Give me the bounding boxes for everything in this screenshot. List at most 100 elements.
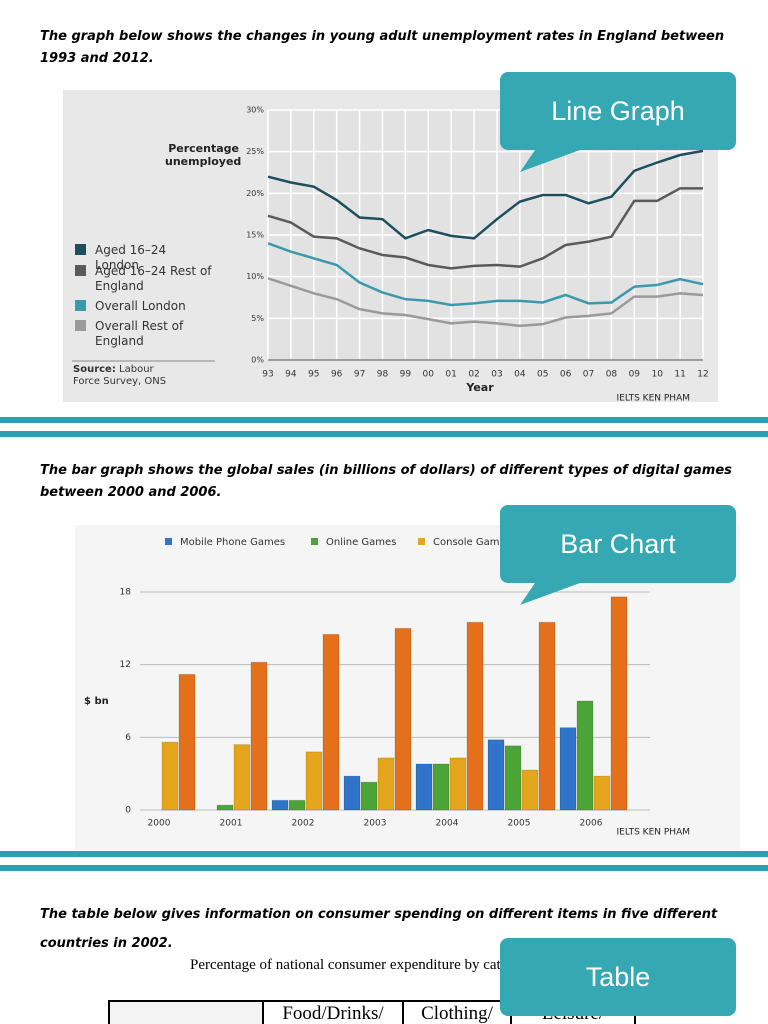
section-text: The table below gives information on con…: [40, 907, 718, 951]
callout: Bar Chart: [500, 505, 736, 583]
x-tick-label: 05: [537, 370, 548, 380]
legend-swatch: [75, 265, 86, 276]
separator: [0, 431, 768, 437]
bar: [250, 661, 268, 811]
legend-label: Console Games: [433, 537, 511, 548]
legend-label: Aged 16–24 London: [95, 243, 167, 272]
bar: [161, 741, 179, 811]
bar: [233, 744, 251, 811]
legend-swatch: [418, 538, 425, 545]
y-tick-label: 30%: [246, 106, 264, 115]
legend-label: Aged 16–24 Rest of England: [95, 264, 212, 293]
table-header: Clothing/: [402, 1000, 512, 1024]
x-tick-label: 02: [468, 370, 479, 380]
bar: [394, 627, 412, 811]
y-tick-label: 18: [120, 588, 132, 598]
y-tick-label: 0%: [251, 356, 264, 365]
legend-swatch: [75, 300, 86, 311]
x-tick-label: 99: [400, 370, 412, 380]
x-tick-label: 08: [606, 370, 618, 380]
x-tick-label: 12: [697, 370, 708, 380]
x-tick-label: 10: [651, 370, 663, 380]
legend-label: Mobile Phone Games: [180, 537, 285, 548]
callout: Table: [500, 938, 736, 1016]
x-tick-label: 04: [514, 370, 526, 380]
x-tick-label: 95: [308, 370, 319, 380]
bar: [466, 621, 484, 811]
y-tick-label: 15%: [246, 231, 264, 240]
bar: [610, 596, 628, 811]
table-cell: [108, 1000, 264, 1024]
callout: Line Graph: [500, 72, 736, 150]
bar: [504, 745, 522, 811]
separator: [0, 417, 768, 423]
x-tick-label: 93: [262, 370, 273, 380]
line-series: [267, 187, 703, 270]
x-tick-label: 07: [583, 370, 594, 380]
x-tick-label: 06: [560, 370, 572, 380]
table-header: Food/Drinks/: [262, 1000, 404, 1024]
x-tick-label: 94: [285, 370, 297, 380]
bar: [271, 799, 289, 811]
section-text: The bar graph shows the global sales (in…: [40, 463, 732, 500]
credit: IELTS KEN PHAM: [617, 394, 691, 404]
x-axis-title: Year: [465, 381, 494, 394]
bar: [415, 763, 433, 811]
bar: [360, 781, 378, 811]
x-tick-label: 98: [377, 370, 389, 380]
x-tick-label: 2005: [508, 819, 531, 829]
y-tick-label: 12: [120, 660, 131, 670]
bar: [593, 775, 611, 811]
legend-swatch: [75, 244, 86, 255]
y-tick-label: 5%: [251, 314, 264, 323]
legend-swatch: [165, 538, 172, 545]
bar: [576, 700, 594, 811]
bar: [449, 757, 467, 811]
y-tick-label: 0: [125, 806, 131, 816]
x-tick-label: 2004: [436, 819, 459, 829]
callout-tail: [520, 583, 580, 605]
x-tick-label: 2006: [580, 819, 603, 829]
bar: [322, 633, 340, 811]
line-series: [267, 242, 704, 307]
bar: [288, 799, 306, 811]
legend-swatch: [311, 538, 318, 545]
x-tick-label: 03: [491, 370, 502, 380]
line-series: [267, 277, 704, 328]
bar: [559, 727, 577, 811]
callout-tail: [520, 150, 580, 172]
source-text: Labour Force Survey, ONS: [73, 364, 167, 387]
source: Source: Labour Force Survey, ONS: [73, 364, 183, 388]
x-tick-label: 01: [445, 370, 456, 380]
bar: [432, 763, 450, 811]
section-text: The graph below shows the changes in you…: [40, 29, 725, 66]
bar: [305, 751, 323, 811]
bar: [178, 673, 196, 811]
x-tick-label: 11: [674, 370, 685, 380]
x-tick-label: 2002: [292, 819, 315, 829]
bar: [538, 621, 556, 811]
bar: [487, 739, 505, 811]
legend-label: Overall London: [95, 299, 186, 313]
x-tick-label: 96: [331, 370, 343, 380]
x-tick-label: 2000: [148, 819, 171, 829]
legend-label: Overall Rest of England: [95, 319, 184, 348]
x-tick-label: 00: [423, 370, 435, 380]
bar: [377, 757, 395, 811]
separator: [0, 851, 768, 857]
legend-swatch: [75, 320, 86, 331]
y-tick-label: 10%: [246, 272, 264, 281]
separator: [0, 865, 768, 871]
y-axis-title: Percentage unemployed: [165, 142, 242, 168]
x-tick-label: 09: [629, 370, 641, 380]
credit: IELTS KEN PHAM: [617, 828, 691, 838]
bar: [216, 804, 234, 811]
y-tick-label: 20%: [246, 189, 264, 198]
x-tick-label: 2001: [220, 819, 243, 829]
legend-label: Online Games: [326, 537, 396, 548]
line-series: [267, 149, 704, 240]
source-label: Source:: [73, 364, 116, 375]
bar: [521, 769, 539, 811]
table-caption: Percentage of national consumer expendit…: [190, 957, 535, 973]
y-axis-title: $ bn: [84, 696, 109, 707]
